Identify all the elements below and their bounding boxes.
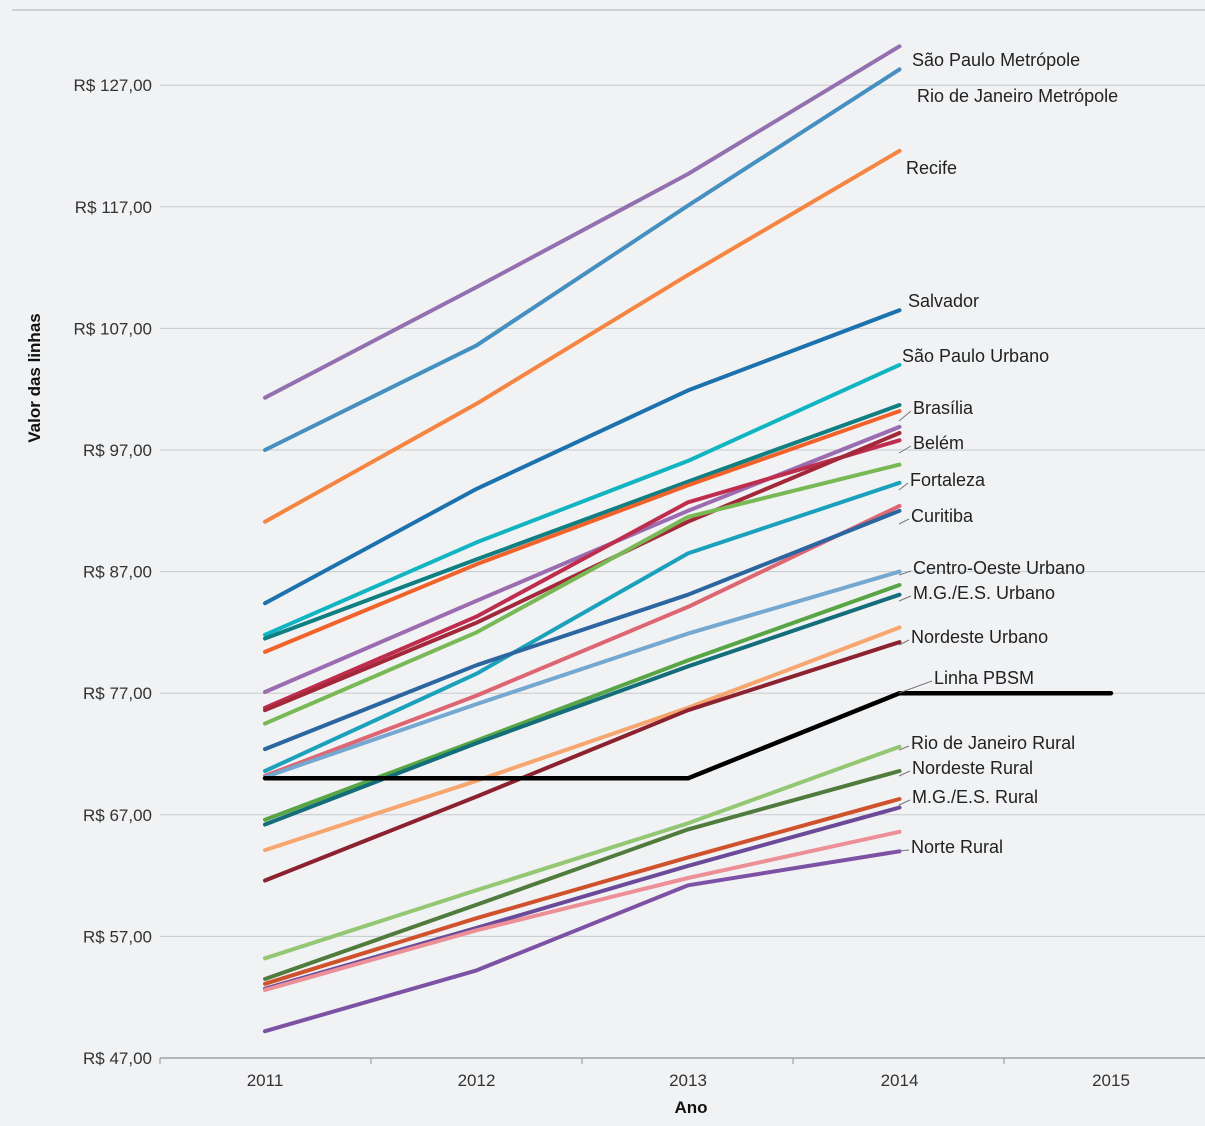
x-tick-label: 2014 xyxy=(881,1071,919,1090)
x-tick-label: 2015 xyxy=(1092,1071,1130,1090)
label-leader-line xyxy=(898,595,912,602)
x-axis-ticks: 2011 2012 2013 2014 2015 xyxy=(159,1058,1130,1090)
series-label: São Paulo Urbano xyxy=(902,346,1049,366)
series-line xyxy=(263,462,902,726)
series-line xyxy=(263,308,902,606)
series-label: Rio de Janeiro Metrópole xyxy=(917,86,1118,106)
series-line xyxy=(263,625,902,853)
label-leader-line xyxy=(898,570,912,576)
series-label: Curitiba xyxy=(911,506,974,526)
y-tick-label: R$ 57,00 xyxy=(83,927,152,946)
label-leader-line xyxy=(898,639,910,646)
series-line xyxy=(263,503,902,778)
label-leader-line xyxy=(898,482,909,491)
y-tick-label: R$ 97,00 xyxy=(83,441,152,460)
y-tick-label: R$ 87,00 xyxy=(83,563,152,582)
series-line xyxy=(263,438,902,710)
series-line xyxy=(263,67,902,452)
y-tick-label: R$ 67,00 xyxy=(83,806,152,825)
series-line xyxy=(263,744,902,961)
y-tick-label: R$ 47,00 xyxy=(83,1049,152,1068)
y-tick-label: R$ 107,00 xyxy=(74,319,152,338)
series-line xyxy=(263,424,902,694)
series-label: M.G./E.S. Rural xyxy=(912,787,1038,807)
label-leader-line xyxy=(898,745,910,751)
series-line xyxy=(263,44,902,400)
series-line xyxy=(263,829,902,992)
series-label: Recife xyxy=(906,158,957,178)
x-tick-label: 2013 xyxy=(669,1071,707,1090)
series-label: Brasília xyxy=(913,398,974,418)
series-line xyxy=(263,431,902,713)
label-leader-line xyxy=(898,410,912,422)
series-labels: São Paulo Metrópole Rio de Janeiro Metróp… xyxy=(898,50,1118,857)
series-label: Belém xyxy=(913,433,964,453)
y-axis-ticks: R$ 47,00 R$ 57,00 R$ 67,00 R$ 77,00 R$ 87,00… xyxy=(74,76,152,1068)
label-leader-line xyxy=(898,770,911,777)
x-axis-title: Ano xyxy=(674,1098,707,1117)
series-line xyxy=(263,797,902,986)
series-label: Linha PBSM xyxy=(934,668,1034,688)
y-axis-title: Valor das linhas xyxy=(25,313,44,442)
series-label: Fortaleza xyxy=(910,470,986,490)
y-tick-label: R$ 117,00 xyxy=(75,198,152,217)
series-line xyxy=(263,583,902,822)
series-label: M.G./E.S. Urbano xyxy=(913,583,1055,603)
series-label: Centro-Oeste Urbano xyxy=(913,558,1085,578)
series-line xyxy=(263,403,902,641)
series-line xyxy=(263,148,902,524)
series-line xyxy=(263,592,902,827)
label-leader-line xyxy=(898,680,933,694)
series-line xyxy=(263,849,902,1034)
x-tick-label: 2011 xyxy=(247,1071,284,1090)
series-lines xyxy=(262,44,1114,1034)
gridlines xyxy=(12,9,1205,1059)
series-label: Norte Rural xyxy=(911,837,1003,857)
series-line xyxy=(263,409,902,654)
y-tick-label: R$ 77,00 xyxy=(83,684,152,703)
x-tick-label: 2012 xyxy=(458,1071,496,1090)
series-line xyxy=(263,480,902,773)
series-line xyxy=(263,569,902,780)
series-line xyxy=(263,640,902,883)
series-line xyxy=(263,362,902,637)
series-label: Nordeste Urbano xyxy=(911,627,1048,647)
label-leader-line xyxy=(898,799,911,806)
label-leader-line xyxy=(898,518,910,525)
label-leader-line xyxy=(898,849,910,852)
series-line xyxy=(262,690,1114,781)
series-label: Salvador xyxy=(908,291,979,311)
series-label: Rio de Janeiro Rural xyxy=(911,733,1075,753)
series-label: São Paulo Metrópole xyxy=(912,50,1080,70)
label-leader-line xyxy=(898,445,912,454)
series-line xyxy=(263,769,902,981)
series-label: Nordeste Rural xyxy=(912,758,1033,778)
y-tick-label: R$ 127,00 xyxy=(74,76,152,95)
series-line xyxy=(263,508,902,752)
